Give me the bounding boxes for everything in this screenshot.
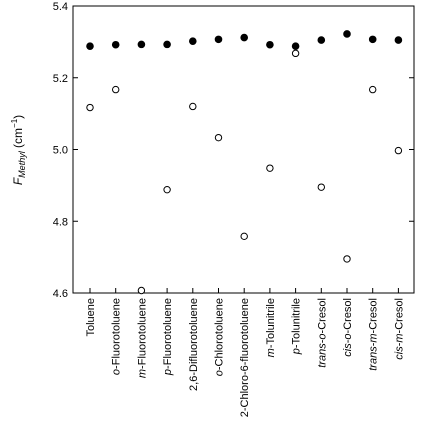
filled-point	[214, 35, 223, 44]
filled-point	[189, 37, 197, 45]
x-tick-label: 2,6-Difluorotoluene	[188, 298, 200, 391]
open-point	[266, 164, 274, 172]
filled-point	[86, 42, 94, 50]
x-tick-label: cis-m-Cresol	[393, 298, 405, 360]
filled-point	[368, 35, 377, 44]
x-tick-label: m-Tolunitrile	[265, 298, 277, 357]
open-point	[163, 185, 171, 194]
x-tick-label: m-Fluorotoluene	[136, 298, 148, 378]
open-point	[189, 102, 197, 111]
x-tick-label: o-Chlorotoluene	[214, 298, 226, 376]
y-tick-label: 5.2	[53, 73, 68, 85]
y-tick-label: 5.4	[53, 1, 68, 13]
open-point	[112, 85, 120, 94]
x-tick-label: p-Tolunitrile	[291, 298, 303, 355]
filled-point	[291, 42, 300, 50]
data-points	[86, 30, 403, 295]
x-tick-label: Toluene	[85, 298, 97, 337]
filled-point	[137, 40, 146, 49]
x-axis: Toluene o-Fluorotoluene m-Fluorotoluene p-F…	[85, 288, 405, 417]
open-point	[240, 232, 248, 241]
open-point	[86, 103, 94, 112]
open-point	[137, 286, 146, 295]
x-tick-label: cis-o-Cresol	[342, 298, 354, 357]
open-point	[291, 49, 300, 58]
x-tick-label: trans-o-Cresol	[316, 298, 328, 368]
open-point	[343, 255, 351, 263]
y-tick-label: 5.0	[53, 145, 68, 157]
x-tick-label: p-Fluorotoluene	[162, 298, 174, 376]
filled-point	[266, 40, 274, 49]
x-tick-label: o-Fluorotoluene	[111, 298, 123, 375]
open-point	[369, 85, 377, 94]
open-point	[214, 133, 223, 142]
filled-point	[240, 33, 248, 42]
filled-point	[317, 36, 326, 44]
filled-point	[163, 40, 171, 49]
open-point	[317, 183, 325, 191]
plot-frame	[72, 5, 415, 294]
x-tick-label: trans-m-Cresol	[368, 298, 380, 371]
filled-point	[394, 36, 403, 44]
filled-point	[343, 30, 351, 38]
y-axis: 4.6 4.8 5.0 5.2 5.4	[53, 1, 414, 300]
y-tick-label: 4.8	[53, 216, 68, 228]
x-tick-label: 2-Chloro-6-fluorotoluene	[239, 298, 251, 417]
y-tick-label: 4.6	[53, 288, 68, 300]
y-axis-label: FMethyl (cm−1)	[10, 115, 27, 185]
filled-point	[111, 40, 120, 49]
open-point	[394, 146, 403, 155]
